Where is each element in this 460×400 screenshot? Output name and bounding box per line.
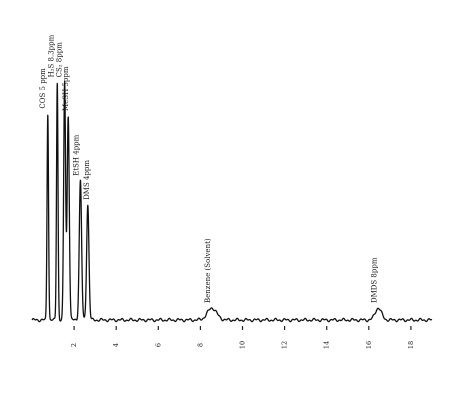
- x-tick-label-4: 4: [112, 343, 120, 347]
- peak-label-7: Benzene (Solvent): [204, 238, 212, 303]
- x-tick-label-6: 6: [154, 343, 162, 347]
- chromatogram-trace: [31, 81, 433, 323]
- x-tick-label-10: 10: [239, 341, 247, 349]
- peak-label-3: CS₂ 8ppm: [56, 42, 64, 78]
- x-tick-label-8: 8: [196, 343, 204, 347]
- peak-label-1: COS 5 ppm: [39, 68, 47, 109]
- x-axis: 2 4 6 8 10 12 14 16 18: [70, 326, 415, 349]
- x-tick-label-14: 14: [323, 341, 331, 349]
- x-tick-label-12: 12: [281, 341, 289, 349]
- x-tick-label-16: 16: [365, 341, 373, 349]
- peak-label-5: EtSH 4ppm: [72, 134, 80, 175]
- peak-label-8: DMDS 8ppm: [370, 257, 378, 303]
- trace-layer: [31, 81, 433, 323]
- x-tick-label-2: 2: [70, 343, 78, 347]
- peak-label-6: DMS 4ppm: [83, 160, 91, 200]
- peak-label-2: H₂S 8.3ppm: [47, 34, 55, 77]
- peak-label-4: MeSH 5ppm: [62, 66, 70, 111]
- x-tick-label-18: 18: [407, 341, 415, 349]
